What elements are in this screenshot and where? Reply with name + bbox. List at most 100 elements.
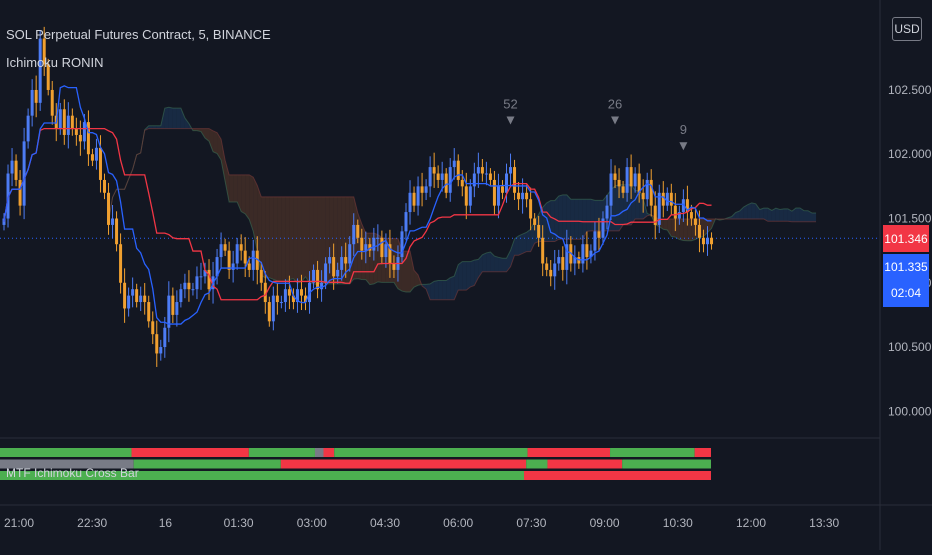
kumo-segment: [558, 194, 563, 240]
kumo-segment: [590, 199, 595, 231]
candle-body: [468, 186, 472, 206]
candle-body: [706, 237, 709, 245]
cross-bar-segment: [524, 471, 711, 480]
candle-body: [472, 173, 476, 187]
candle-body: [412, 192, 416, 206]
candle-body: [416, 186, 420, 206]
candle-body: [231, 263, 235, 270]
candle-body: [549, 269, 553, 277]
candle-body: [316, 269, 320, 290]
candle-body: [171, 295, 175, 315]
kumo-segment: [812, 213, 817, 222]
kumo-segment: [172, 108, 177, 129]
candle-body: [336, 269, 340, 277]
candle-body: [271, 295, 275, 322]
kumo-segment: [341, 196, 346, 284]
kumo-segment: [237, 174, 242, 212]
x-tick-label: 07:30: [516, 516, 546, 530]
cross-bar-segment: [131, 448, 249, 457]
kumo-segment: [301, 196, 306, 282]
candle-body: [605, 205, 609, 219]
candle-body: [159, 347, 163, 354]
candle-body: [356, 224, 360, 238]
chart-title[interactable]: SOL Perpetual Futures Contract, 5, BINAN…: [6, 27, 271, 42]
cross-bar-segment: [133, 459, 281, 469]
candle-body: [529, 199, 533, 219]
kumo-segment: [562, 194, 567, 240]
candle-body: [90, 154, 94, 161]
kumo-segment: [184, 117, 189, 129]
cross-bar-segment: [547, 459, 623, 469]
kumo-segment: [518, 234, 523, 256]
candle-body: [328, 257, 332, 264]
x-tick-label: 22:30: [77, 516, 107, 530]
candle-body: [235, 244, 239, 264]
candle-body: [199, 276, 203, 278]
candle-body: [86, 122, 90, 155]
candle-body: [259, 269, 263, 283]
candle-body: [629, 167, 633, 187]
candle-body: [295, 289, 299, 303]
candle-body: [14, 160, 18, 180]
subpane-title[interactable]: MTF Ichimoku Cross Bar: [6, 466, 139, 480]
kumo-segment: [771, 208, 776, 222]
candle-body: [263, 282, 267, 303]
kumo-segment: [164, 107, 169, 129]
y-tick-label: 102.000: [888, 147, 932, 161]
candle-body: [484, 173, 488, 175]
indicator-title[interactable]: Ichimoku RONIN: [6, 55, 104, 70]
candle-body: [476, 167, 480, 174]
candle-body: [541, 237, 545, 264]
cross-bar-segment: [0, 471, 525, 480]
marker-arrow: [506, 116, 515, 125]
kumo-segment: [148, 125, 153, 129]
cross-bar-segment: [622, 459, 711, 469]
kumo-segment: [767, 208, 772, 222]
candle-body: [456, 160, 460, 180]
candle-body: [167, 295, 171, 328]
kumo-segment: [808, 210, 813, 222]
cross-bar-segment: [334, 448, 528, 457]
candle-body: [701, 237, 705, 245]
currency-button[interactable]: USD: [892, 17, 922, 41]
candle-body: [115, 218, 119, 245]
candle-body: [537, 224, 541, 238]
candle-body: [360, 237, 364, 251]
candle-body: [74, 128, 78, 135]
candle-body: [521, 192, 525, 200]
kumo-segment: [245, 174, 250, 220]
kumo-segment: [615, 184, 620, 231]
candle-body: [139, 295, 143, 303]
candle-body: [452, 160, 456, 168]
kumo-segment: [791, 207, 796, 222]
candle-body: [561, 257, 565, 270]
candle-body: [70, 115, 74, 129]
candle-body: [408, 192, 412, 213]
candle-body: [283, 289, 287, 303]
kumo-segment: [486, 252, 491, 272]
candle-body: [26, 115, 30, 142]
candle-body: [633, 173, 637, 187]
kumo-segment: [450, 276, 455, 300]
kumo-segment: [627, 184, 632, 225]
kumo-segment: [747, 202, 752, 219]
candle-body: [444, 173, 448, 193]
countdown-label: 02:04: [883, 279, 929, 307]
candle-body: [689, 212, 693, 219]
marker-label: 26: [608, 97, 622, 112]
kumo-segment: [530, 221, 535, 252]
candle-body: [82, 122, 86, 142]
x-tick-label: 09:00: [590, 516, 620, 530]
candle-body: [693, 218, 697, 225]
kumo-segment: [273, 196, 278, 281]
candle-body: [239, 244, 243, 251]
candle-body: [287, 289, 291, 296]
kumo-segment: [787, 208, 792, 222]
candle-body: [585, 244, 589, 258]
candle-body: [492, 179, 496, 206]
candle-body: [428, 167, 432, 187]
candle-body: [320, 282, 324, 290]
candle-body: [589, 250, 593, 258]
